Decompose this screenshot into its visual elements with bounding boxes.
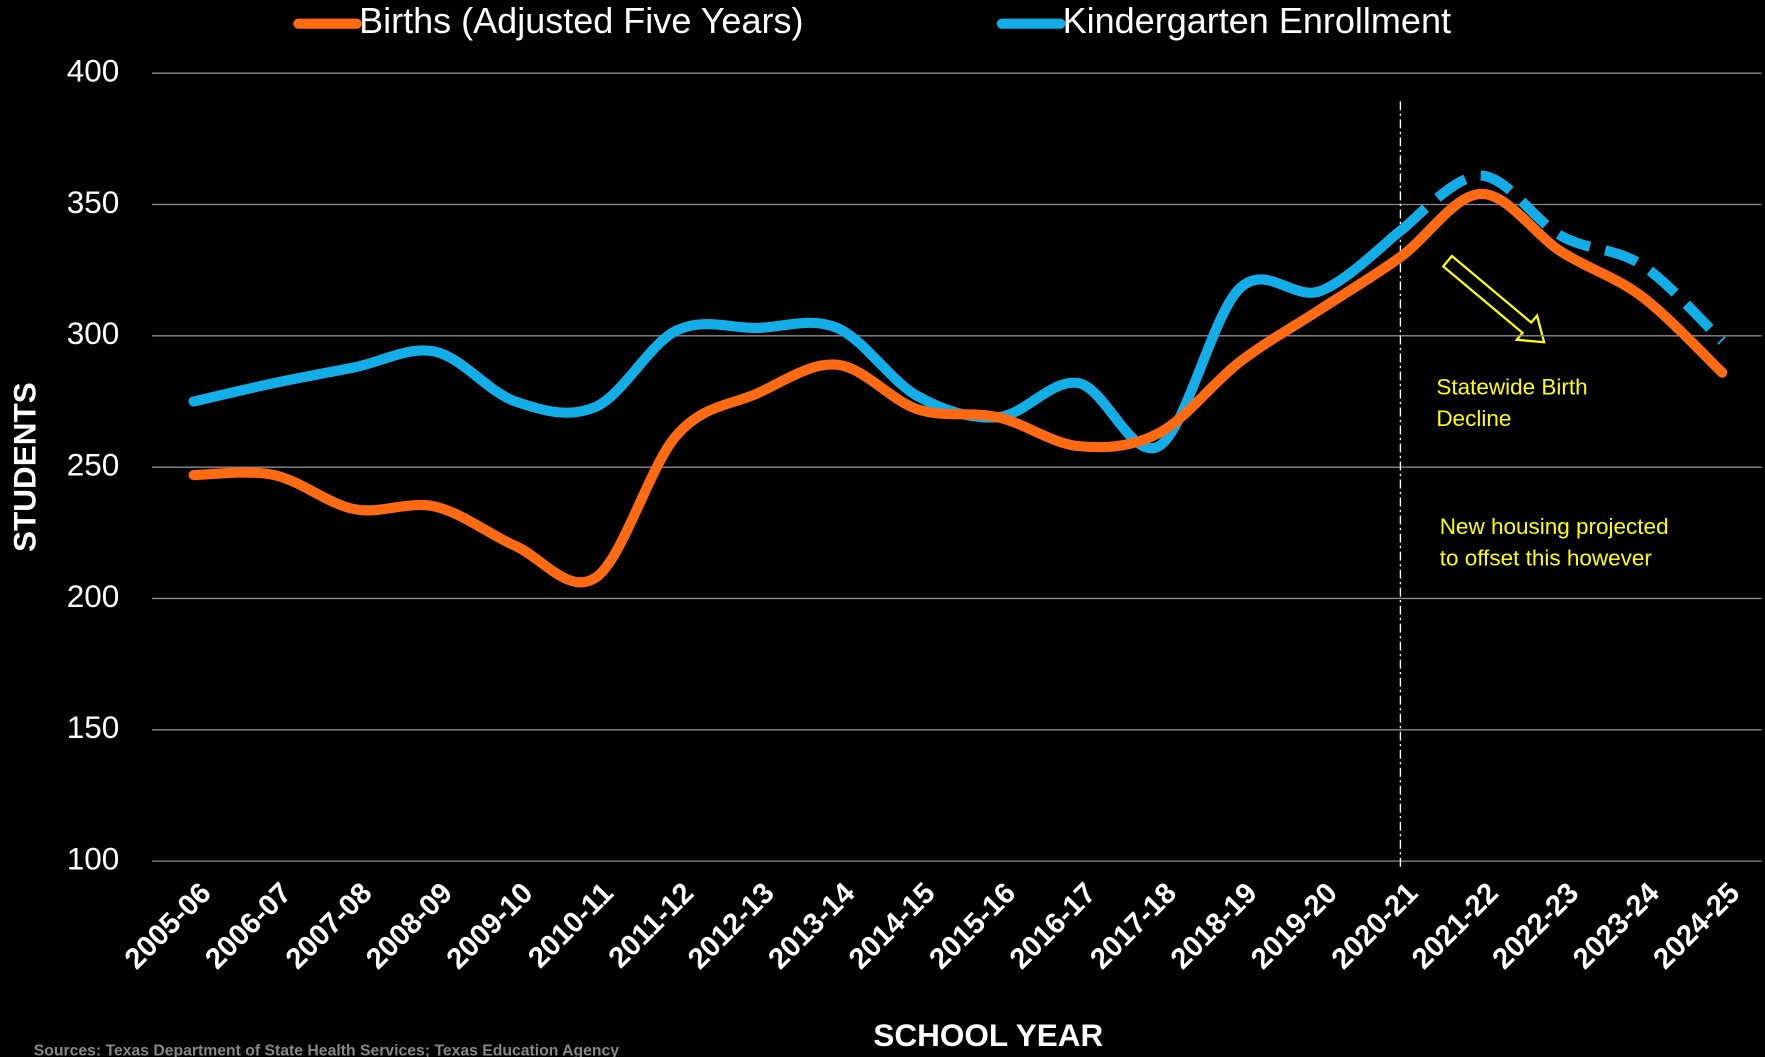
y-tick-label: 150	[67, 709, 120, 745]
x-tick-label: 2010-11	[522, 877, 619, 974]
annotation: to offset this however	[1440, 545, 1653, 570]
x-tick-label: 2006-07	[199, 877, 298, 976]
series-line	[1397, 170, 1726, 345]
y-tick-label: 100	[67, 840, 120, 876]
source-note: Sources: Texas Department of State Healt…	[34, 1043, 620, 1057]
x-tick-label: 2021-22	[1406, 877, 1505, 976]
x-tick-label: 2013-14	[763, 877, 862, 976]
y-tick-label: 300	[67, 315, 120, 351]
x-tick-label: 2023-24	[1567, 877, 1666, 976]
x-tick-label: 2011-12	[603, 877, 700, 974]
x-tick-label: 2018-19	[1165, 877, 1264, 976]
x-tick-label: 2019-20	[1245, 877, 1344, 976]
y-axis-title: STUDENTS	[6, 382, 42, 552]
legend-label: Births (Adjusted Five Years)	[359, 0, 803, 41]
series-line	[188, 188, 1728, 588]
x-tick-label: 2022-23	[1487, 877, 1586, 976]
y-tick-label: 250	[67, 446, 120, 482]
x-tick-label: 2015-16	[924, 877, 1023, 976]
x-tick-label: 2016-17	[1004, 877, 1103, 976]
series-line	[188, 225, 1406, 454]
x-tick-label: 2024-25	[1648, 877, 1747, 976]
annotation: New housing projected	[1440, 514, 1669, 539]
y-tick-label: 200	[67, 578, 120, 614]
x-tick-label: 2009-10	[441, 877, 540, 976]
annotation: Statewide Birth	[1436, 374, 1587, 399]
y-tick-label: 400	[67, 53, 120, 89]
y-tick-label: 350	[67, 184, 120, 220]
x-axis-title: SCHOOL YEAR	[873, 1017, 1103, 1053]
x-tick-label: 2020-21	[1326, 877, 1425, 976]
arrow	[1441, 254, 1546, 344]
x-tick-label: 2008-09	[360, 877, 459, 976]
x-tick-label: 2014-15	[843, 877, 942, 976]
x-tick-label: 2017-18	[1084, 877, 1183, 976]
x-tick-label: 2012-13	[682, 877, 781, 976]
x-tick-label: 2007-08	[280, 877, 379, 976]
x-tick-label: 2005-06	[119, 877, 218, 976]
annotation: Decline	[1436, 406, 1511, 431]
legend-label: Kindergarten Enrollment	[1063, 0, 1451, 41]
